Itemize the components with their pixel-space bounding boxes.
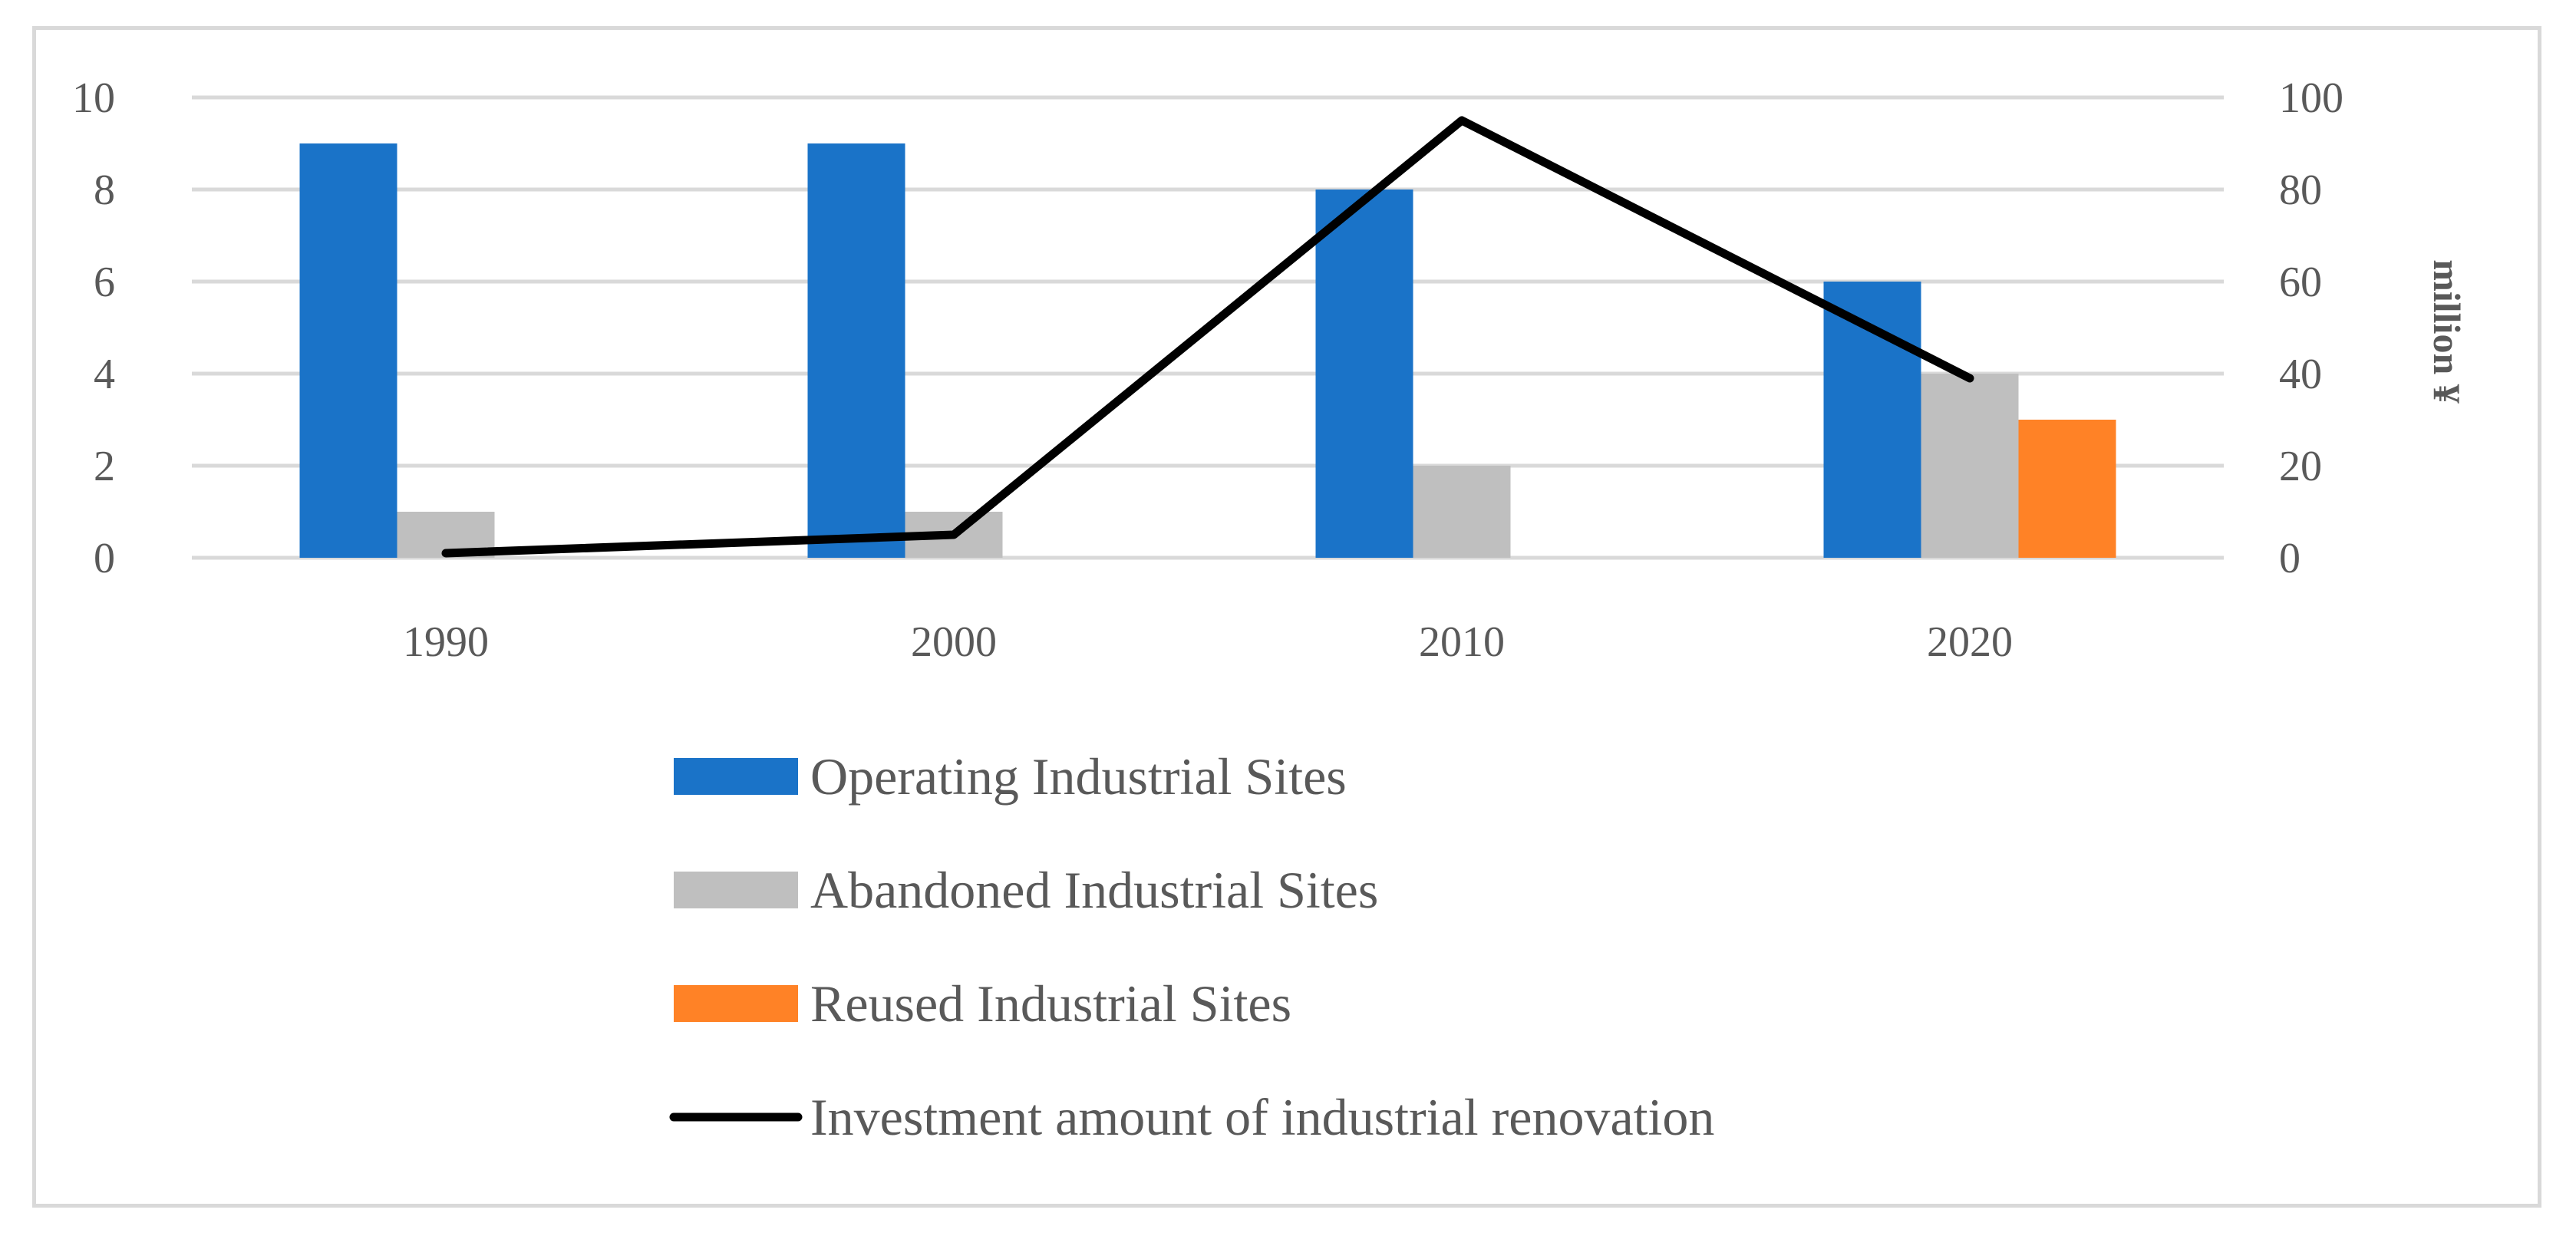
legend-key-reused-industrial-sites (674, 985, 798, 1022)
right-tick-label: 60 (2279, 259, 2322, 306)
legend: Operating Industrial Sites Abandoned Indu… (669, 747, 1714, 1146)
x-tick-label: 2000 (911, 618, 997, 666)
x-tick-label: 2010 (1419, 618, 1505, 666)
left-axis-ticks: 0 2 4 6 8 10 (72, 74, 115, 582)
legend-label-abandoned-industrial-sites: Abandoned Industrial Sites (810, 861, 1378, 919)
investment-line-group (441, 116, 1974, 558)
legend-label-investment-amount-of-industrial-renovation: Investment amount of industrial renovati… (810, 1088, 1714, 1146)
bar-operating-industrial-sites-2010 (1315, 190, 1413, 558)
right-tick-label: 40 (2279, 351, 2322, 398)
bar-operating-industrial-sites-1990 (299, 143, 397, 558)
right-axis-ticks: 0 20 40 60 80 100 (2279, 74, 2343, 582)
right-tick-label: 80 (2279, 166, 2322, 214)
right-tick-label: 0 (2279, 535, 2301, 582)
legend-label-operating-industrial-sites: Operating Industrial Sites (810, 747, 1347, 806)
bar-operating-industrial-sites-2020 (1823, 282, 1921, 558)
bar-abandoned-industrial-sites-2020 (1921, 374, 2019, 558)
right-axis-title: million ¥ (2426, 259, 2469, 404)
x-axis-ticks: 1990 2000 2010 2020 (403, 618, 2013, 666)
bar-reused-industrial-sites-2020 (2018, 420, 2116, 558)
bar-operating-industrial-sites-2000 (807, 143, 905, 558)
left-tick-label: 2 (94, 443, 115, 490)
left-tick-label: 0 (94, 535, 115, 582)
chart-frame (32, 26, 2541, 1208)
legend-key-abandoned-industrial-sites (674, 872, 798, 908)
x-tick-label: 1990 (403, 618, 489, 666)
bar-abandoned-industrial-sites-2010 (1413, 466, 1511, 558)
left-tick-label: 6 (94, 259, 115, 306)
right-tick-label: 20 (2279, 443, 2322, 490)
investment-line (441, 116, 1974, 558)
left-tick-label: 4 (94, 351, 115, 398)
bars (299, 143, 2116, 558)
x-tick-label: 2020 (1927, 618, 2013, 666)
right-tick-label: 100 (2279, 74, 2343, 122)
left-tick-label: 10 (72, 74, 115, 122)
legend-key-operating-industrial-sites (674, 758, 798, 795)
legend-label-reused-industrial-sites: Reused Industrial Sites (810, 974, 1291, 1033)
left-tick-label: 8 (94, 166, 115, 214)
